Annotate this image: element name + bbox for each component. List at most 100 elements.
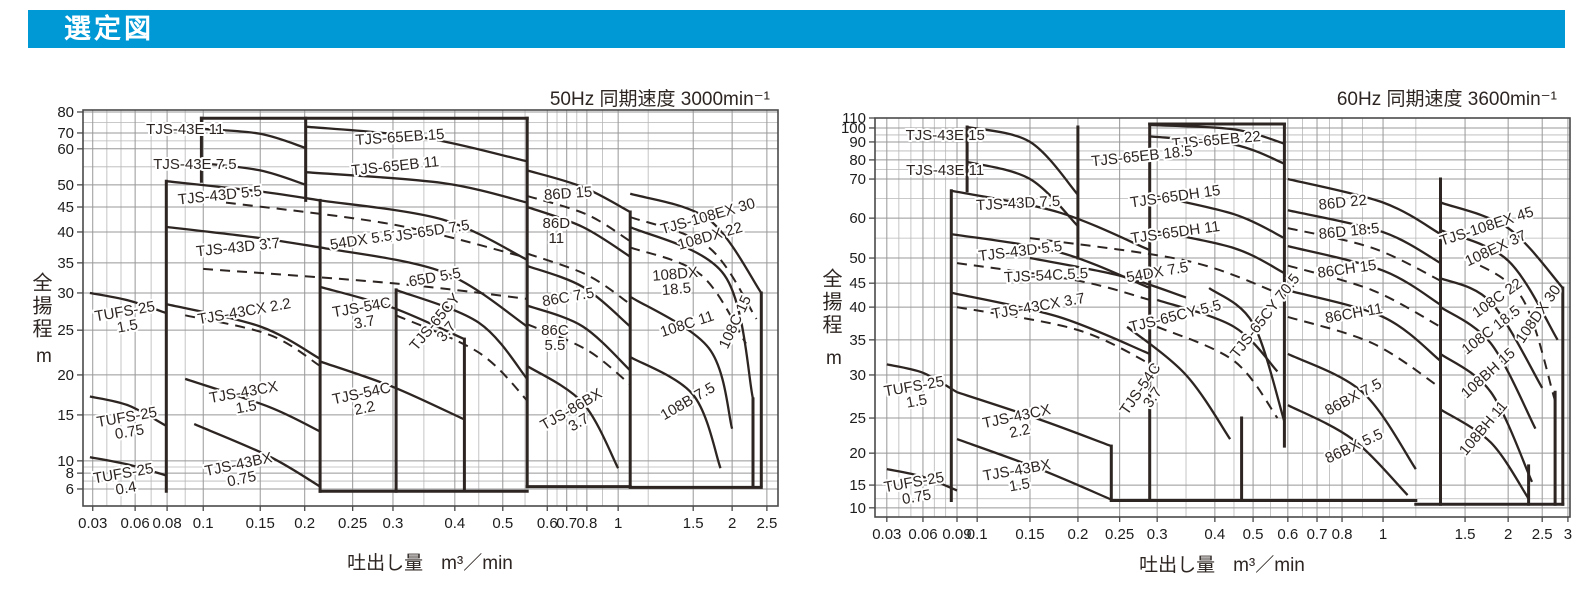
x-tick-3: 3 xyxy=(1564,526,1572,543)
curve-TUFS-25 0.4 xyxy=(89,456,167,477)
curve-108BH 11 xyxy=(1439,408,1530,500)
curve-TJS-54C 5.5 xyxy=(1029,256,1187,299)
x-tick-0.8: 0.8 xyxy=(1332,526,1353,543)
curve-dashed-aux-2 xyxy=(184,314,321,367)
y-tick-80: 80 xyxy=(849,152,866,169)
curve-dashed-aux-1 xyxy=(956,262,1150,301)
curve-TJS-43E 11 xyxy=(201,127,307,150)
x-tick-1: 1 xyxy=(1379,526,1387,543)
curve-label-86C 5.5: 86C 5.5 xyxy=(541,322,569,354)
y-axis-label-50hz: 全揚程 xyxy=(29,272,51,341)
curve-54DX 5.5 xyxy=(225,201,528,259)
curve-TJS-43D 3.7 xyxy=(166,225,321,249)
x-tick-2.5: 2.5 xyxy=(756,515,777,532)
curve-108DX 18.5 xyxy=(629,246,747,345)
curve-TJS-65EB 18.5 xyxy=(1149,135,1285,165)
curve-TJS-43CX 2.2 xyxy=(956,391,1112,448)
curve-label-65D 5.5: 65D 5.5 xyxy=(407,265,462,291)
curve-dashed-aux-1 xyxy=(203,267,528,300)
x-tick-2: 2 xyxy=(1504,526,1512,543)
chart-title-50hz: 50Hz 同期速度 3000min⁻¹ xyxy=(549,89,770,110)
curve-86D 18.5 xyxy=(1287,209,1442,265)
y-tick-20: 20 xyxy=(57,367,74,384)
x-tick-0.1: 0.1 xyxy=(967,526,988,543)
x-tick-0.08: 0.08 xyxy=(152,515,181,532)
curve-TJS-65DH 15 xyxy=(1149,193,1285,240)
curve-dashed-aux-2 xyxy=(956,306,1158,369)
curve-86C 5.5 xyxy=(526,304,631,372)
x-tick-0.3: 0.3 xyxy=(1147,526,1168,543)
curve-TJS-54C 3.7 xyxy=(319,285,465,341)
x-tick-0.4: 0.4 xyxy=(444,515,465,532)
x-axis-label-60hz: 吐出し量 m³／min xyxy=(1072,550,1372,577)
curve-label-TJS-54C 2.2: TJS-54C2.2 xyxy=(331,379,396,423)
y-tick-60: 60 xyxy=(849,210,866,227)
curve-86C 7.5 xyxy=(526,264,631,328)
curve-TJS-65DH 11 xyxy=(1149,228,1285,275)
curve-TJS-108EX 30 xyxy=(629,192,763,294)
curve-dashed-aux-5 xyxy=(526,252,631,305)
curve-label-TJS-43E 11: TJS-43E 11 xyxy=(146,121,224,138)
curve-TJS-65D 7.5 xyxy=(319,199,528,261)
x-tick-0.2: 0.2 xyxy=(294,515,315,532)
y-tick-6: 6 xyxy=(66,481,74,498)
x-tick-0.03: 0.03 xyxy=(78,515,107,532)
curve-label-TJS-43D 3.7: TJS-43D 3.7 xyxy=(195,235,281,261)
x-axis-label-text-60hz: 吐出し量 xyxy=(1139,555,1216,576)
curve-label-86BX 7.5: 86BX 7.5 xyxy=(1322,375,1384,419)
curve-TJS-54C 2.2 xyxy=(319,360,465,421)
curve-dashed-aux-3 xyxy=(1156,325,1279,419)
pump-curves-hz50 xyxy=(89,125,763,488)
x-tick-0.06: 0.06 xyxy=(121,515,150,532)
curve-TJS-43E 7.5 xyxy=(201,162,307,186)
x-tick-0.03: 0.03 xyxy=(872,526,901,543)
curve-label-TJS-43E 7.5: TJS-43E 7.5 xyxy=(153,156,236,173)
x-tick-0.1: 0.1 xyxy=(193,515,214,532)
curve-TJS-86BX 3.7 xyxy=(526,365,620,469)
y-tick-90: 90 xyxy=(849,134,866,151)
y-tick-25: 25 xyxy=(849,410,866,427)
envelope-outlines-hz60 xyxy=(949,122,1565,506)
y-tick-45: 45 xyxy=(57,199,74,216)
x-tick-0.6: 0.6 xyxy=(537,515,558,532)
y-tick-100: 100 xyxy=(841,120,866,137)
x-tick-0.06: 0.06 xyxy=(908,526,937,543)
page-title-bar: 選定図 xyxy=(28,10,1565,48)
curve-label-108B 7.5: 108B 7.5 xyxy=(658,379,719,424)
curve-86CH 15 xyxy=(1287,244,1442,306)
curve-dashed-aux-5 xyxy=(1287,264,1441,328)
curve-label-TJS-43CX 2.2: TJS-43CX 2.2 xyxy=(196,295,292,328)
curve-label-TJS-43BX 0.75: TJS-43BX0.75 xyxy=(203,449,277,495)
curve-label-54DX 5.5: 54DX 5.5 xyxy=(329,227,393,254)
curve-TJS-65CY 3.7 xyxy=(395,288,529,380)
y-tick-60: 60 xyxy=(57,141,74,158)
curve-108C 22 xyxy=(1440,277,1544,389)
x-tick-0.15: 0.15 xyxy=(1015,526,1044,543)
x-axis-label-text-50hz: 吐出し量 xyxy=(347,553,424,574)
curve-label-TJS-43BX 1.5: TJS-43BX1.5 xyxy=(982,456,1055,499)
curve-86D 22 xyxy=(1287,177,1442,236)
curve-TUFS-25 1.5 xyxy=(89,291,167,315)
curve-label-86CH 15: 86CH 15 xyxy=(1316,257,1377,282)
curve-TJS-43E 15 xyxy=(966,125,1079,196)
x-tick-0.3: 0.3 xyxy=(383,515,404,532)
page-title: 選定図 xyxy=(64,14,154,44)
y-tick-25: 25 xyxy=(57,322,74,339)
curve-TJS-43CX 1.5 xyxy=(184,377,321,433)
y-tick-70: 70 xyxy=(57,125,74,142)
curve-label-TJS-65DH 11: TJS-65DH 11 xyxy=(1130,218,1221,247)
curve-dashed-aux-4 xyxy=(526,194,631,243)
curve-108DX 30 xyxy=(1464,257,1557,402)
curve-label-TUFS-25 0.75: TUFS-250.75 xyxy=(883,469,948,511)
curve-TUFS-25 0.75 xyxy=(89,395,167,427)
curve-86D 15 xyxy=(526,169,631,214)
curve-TJS-65EB 22 xyxy=(1149,123,1285,145)
curve-86CH 11 xyxy=(1287,289,1442,362)
y-tick-50: 50 xyxy=(849,250,866,267)
curve-108C 18.5 xyxy=(1439,306,1537,430)
x-tick-0.7: 0.7 xyxy=(1307,526,1328,543)
